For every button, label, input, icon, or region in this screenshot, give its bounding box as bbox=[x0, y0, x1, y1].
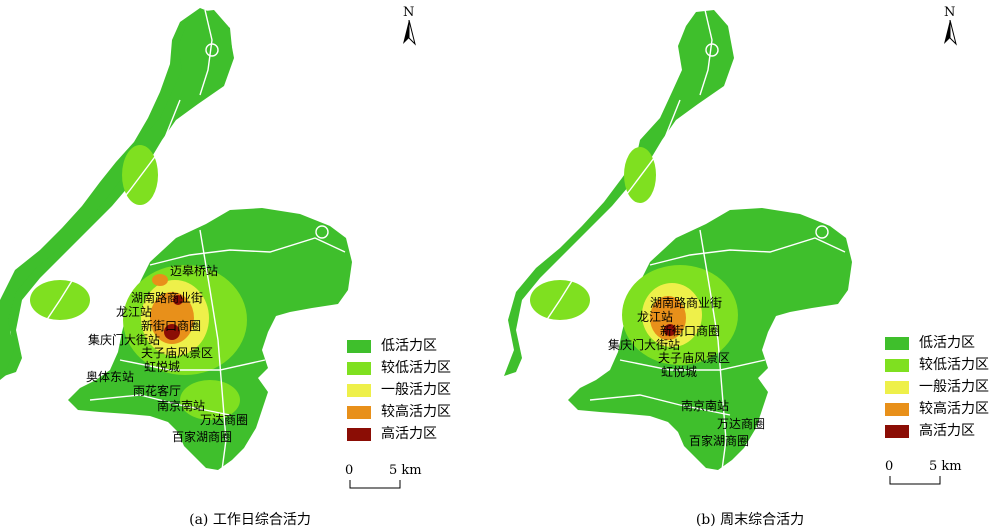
legend-swatch bbox=[885, 425, 909, 438]
place-label: 湖南路商业街 bbox=[650, 296, 723, 310]
district-shape bbox=[504, 10, 852, 470]
place-label: 奥体东站 bbox=[86, 370, 135, 384]
place-label: 新街口商圈 bbox=[660, 324, 721, 338]
panel-caption: (a) 工作日综合活力 bbox=[189, 512, 311, 528]
place-label: 万达商圈 bbox=[200, 413, 249, 427]
place-label: 万达商圈 bbox=[717, 417, 766, 431]
road-network bbox=[24, 9, 346, 471]
place-label: 新街口商圈 bbox=[141, 319, 202, 333]
place-label: 龙江站 bbox=[637, 310, 674, 324]
road-network bbox=[524, 9, 846, 471]
place-label: 百家湖商圈 bbox=[172, 430, 233, 444]
panel-caption: (b) 周末综合活力 bbox=[695, 512, 805, 528]
lower-vitality-zone bbox=[180, 380, 240, 420]
high-vitality-zone bbox=[664, 324, 676, 336]
place-label: 夫子庙风景区 bbox=[141, 346, 214, 360]
legend-swatch bbox=[885, 337, 909, 350]
high-vitality-zone bbox=[173, 295, 183, 305]
low-vitality-area bbox=[4, 10, 234, 376]
place-label: 百家湖商圈 bbox=[689, 434, 750, 448]
north-arrow: N bbox=[940, 6, 960, 46]
north-arrow: N bbox=[399, 6, 419, 46]
legend-swatch bbox=[885, 403, 909, 416]
higher-vitality-zone bbox=[650, 296, 686, 340]
place-label: 南京南站 bbox=[157, 399, 206, 413]
legend-swatch bbox=[347, 428, 371, 441]
place-label: 集庆门大街站 bbox=[608, 338, 681, 352]
map-panel-weekday: N 迈皋桥站 湖南路商业街 龙江站 新街口商圈 集庆门大街站 夫子庙风景区 虹悦… bbox=[0, 6, 451, 528]
place-label: 南京南站 bbox=[681, 399, 730, 413]
vitality-map bbox=[0, 8, 352, 471]
legend-swatch bbox=[347, 384, 371, 397]
legend-swatch bbox=[347, 362, 371, 375]
scale-bar: 0 5 km bbox=[345, 464, 425, 504]
place-label: 湖南路商业街 bbox=[131, 291, 204, 305]
scale-bar: 0 5 km bbox=[885, 460, 965, 500]
legend-swatch bbox=[347, 340, 371, 353]
legend-swatch bbox=[885, 381, 909, 394]
north-arrow-icon bbox=[944, 20, 957, 46]
higher-vitality-zone bbox=[150, 292, 194, 344]
higher-vitality-zone bbox=[152, 274, 168, 286]
scale-bar-line bbox=[349, 480, 401, 489]
lower-vitality-zone bbox=[122, 145, 158, 205]
high-vitality-zone bbox=[164, 324, 180, 340]
place-label: 迈皋桥站 bbox=[170, 264, 219, 278]
north-arrow-icon bbox=[403, 20, 416, 46]
place-label: 雨花客厅 bbox=[133, 384, 182, 398]
low-vitality-area bbox=[504, 10, 734, 376]
legend-swatch bbox=[347, 406, 371, 419]
legend-swatch bbox=[885, 359, 909, 372]
lower-vitality-zone bbox=[624, 147, 656, 203]
map-panel-weekend: N 湖南路商业街 龙江站 新街口商圈 集庆门大街站 夫子庙风景区 虹悦城 南京南… bbox=[500, 0, 1000, 532]
place-label: 虹悦城 bbox=[661, 365, 698, 379]
place-label: 集庆门大街站 bbox=[88, 333, 161, 347]
place-label: 虹悦城 bbox=[144, 360, 181, 374]
place-label: 龙江站 bbox=[116, 305, 153, 319]
place-label: 夫子庙风景区 bbox=[658, 351, 731, 365]
scale-bar-line bbox=[889, 476, 941, 485]
vitality-map bbox=[504, 9, 852, 471]
